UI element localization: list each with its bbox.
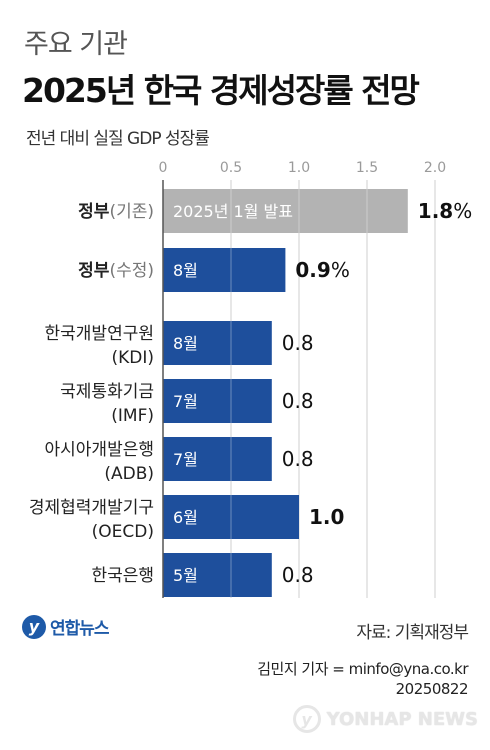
category-label: 한국은행	[91, 566, 154, 586]
yonhap-logo-text: 연합뉴스	[50, 619, 110, 639]
category-label-abbr: (ADB)	[104, 464, 154, 484]
value-number: 1.0	[309, 505, 344, 529]
value-label: 0.9%	[295, 258, 349, 282]
x-tick-label: 0.5	[220, 160, 242, 176]
category-label: 정부(기존)	[78, 202, 154, 222]
chart-subtitle: 전년 대비 실질 GDP 성장률	[26, 129, 210, 149]
category-label-abbr: (IMF)	[111, 406, 154, 426]
yonhap-logo-icon: y	[22, 614, 46, 639]
bar-label: 8월	[173, 334, 198, 353]
bar-label: 7월	[173, 392, 198, 411]
bar	[163, 437, 272, 481]
value-label: 0.8	[282, 389, 314, 413]
bar	[163, 321, 272, 365]
bar	[163, 495, 299, 539]
bar	[163, 189, 408, 233]
credit-date: 20250822	[395, 680, 469, 698]
category-label-abbr: (KDI)	[111, 348, 154, 368]
value-label: 0.8	[282, 563, 314, 587]
bar-label: 7월	[173, 450, 198, 469]
bar	[163, 553, 272, 597]
category-label-abbr: (OECD)	[92, 522, 154, 542]
value-number: 1.8	[418, 199, 453, 223]
x-tick-label: 1.5	[356, 160, 378, 176]
value-unit: %	[453, 199, 472, 223]
source-note: 자료: 기획재정부	[356, 623, 469, 643]
category-label: 아시아개발은행	[45, 440, 154, 460]
bar-label: 8월	[173, 261, 198, 280]
value-label: 1.0	[309, 505, 344, 529]
bar	[163, 379, 272, 423]
category-label-note: (기존)	[109, 202, 154, 222]
chart-title: 2025년 한국 경제성장률 전망	[22, 71, 420, 110]
value-label: 0.8	[282, 447, 314, 471]
category-label-note: (수정)	[109, 261, 154, 281]
yonhap-logo: y 연합뉴스	[22, 614, 110, 639]
watermark-logo-icon: y	[292, 705, 321, 733]
bar	[163, 248, 286, 292]
x-tick-label: 0	[159, 160, 168, 176]
category-label: 경제협력개발기구	[29, 498, 154, 518]
watermark: y YONHAP NEWS	[292, 705, 478, 733]
category-label-bold: 정부	[78, 202, 110, 222]
value-number: 0.8	[282, 563, 314, 587]
supertitle: 주요 기관	[24, 29, 128, 60]
value-number: 0.8	[282, 447, 314, 471]
bar-label: 6월	[173, 508, 198, 527]
value-number: 0.8	[282, 331, 314, 355]
value-label: 1.8%	[418, 199, 472, 223]
credit-reporter: 김민지 기자 = minfo@yna.co.kr	[257, 660, 468, 678]
category-label-bold: 정부	[78, 261, 110, 281]
watermark-text: YONHAP NEWS	[326, 708, 478, 730]
value-label: 0.8	[282, 331, 314, 355]
category-label-text: 한국은행	[91, 566, 154, 586]
value-number: 0.9	[295, 258, 330, 282]
bar-label: 2025년 1월 발표	[173, 202, 293, 221]
category-label: 한국개발연구원	[45, 324, 154, 344]
bar-label: 5월	[173, 566, 198, 585]
value-number: 0.8	[282, 389, 314, 413]
category-label: 국제통화기금	[60, 382, 154, 402]
x-tick-label: 2.0	[424, 160, 446, 176]
x-tick-label: 1.0	[288, 160, 310, 176]
credit: 김민지 기자 = minfo@yna.co.kr 20250822	[257, 659, 468, 699]
value-unit: %	[331, 258, 350, 282]
category-label: 정부(수정)	[78, 261, 154, 281]
